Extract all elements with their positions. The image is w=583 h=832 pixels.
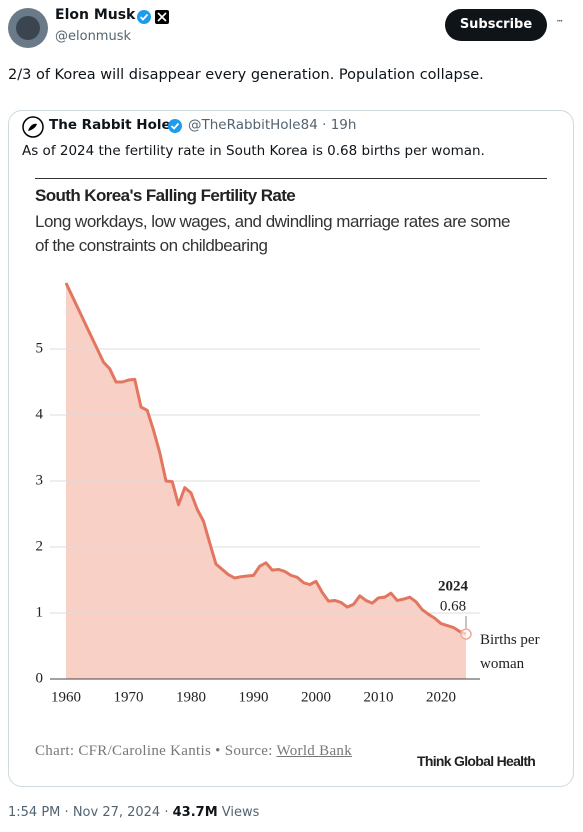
y-axis-label: Births per woman (480, 632, 540, 672)
y-tick-label: 1 (36, 604, 44, 620)
post-time: 1:54 PM (8, 805, 61, 820)
x-tick-label: 1990 (239, 689, 269, 705)
footer: 1:54 PM · Nov 27, 2024 · 43.7M Views (8, 805, 259, 820)
x-tick-label: 1960 (51, 689, 81, 705)
y-tick-label: 3 (36, 472, 44, 488)
y-tick-label: 4 (36, 406, 44, 422)
quote-time: 19h (330, 117, 357, 133)
post-date: Nov 27, 2024 (72, 805, 161, 820)
avatar[interactable] (8, 8, 48, 48)
author-name[interactable]: Elon Musk (55, 7, 136, 23)
quote-text: As of 2024 the fertility rate in South K… (22, 143, 485, 159)
author-handle[interactable]: @elonmusk (55, 29, 132, 44)
x-tick-label: 2000 (301, 689, 331, 705)
tweet-text: 2/3 of Korea will disappear every genera… (8, 67, 484, 83)
source-text: Chart: CFR/Caroline Kantis • Source: (35, 743, 277, 759)
x-tick-label: 2020 (426, 689, 456, 705)
menu[interactable]: ··· (556, 14, 564, 28)
chart-rule (35, 178, 547, 179)
y-tick-label: 5 (36, 340, 44, 356)
quote-meta: @TheRabbitHole84 · 19h (188, 117, 356, 133)
quote-handle: @TheRabbitHole84 (188, 117, 318, 133)
chart-subtitle: Long workdays, low wages, and dwindling … (35, 212, 510, 255)
y-tick-label: 2 (36, 538, 44, 554)
sep: · (64, 805, 69, 820)
end-point (460, 628, 472, 640)
x-tick-label: 1980 (176, 689, 206, 705)
badges (137, 10, 169, 24)
area (66, 283, 466, 679)
quote-avatar (22, 116, 44, 138)
source-link[interactable]: World Bank (276, 743, 353, 759)
annotation-year: 2024 (438, 578, 469, 594)
brand: Think Global Health (417, 753, 536, 769)
verified (168, 119, 182, 133)
y-tick-label: 0 (36, 670, 44, 686)
quote-name: The Rabbit Hole (49, 117, 171, 133)
x-tick-label: 1970 (114, 689, 144, 705)
sep: · (322, 117, 327, 133)
views-label: Views (221, 805, 260, 820)
annotation-value: 0.68 (440, 598, 466, 614)
chart-title: South Korea's Falling Fertility Rate (35, 186, 296, 205)
subscribe-button[interactable]: Subscribe (445, 9, 547, 41)
line (64, 282, 467, 636)
source: Chart: CFR/Caroline Kantis • Source: Wor… (35, 737, 415, 765)
views-count: 43.7M (172, 805, 218, 820)
quote-card[interactable] (8, 110, 574, 787)
sep: · (164, 805, 169, 820)
x-tick-label: 2010 (364, 689, 394, 705)
